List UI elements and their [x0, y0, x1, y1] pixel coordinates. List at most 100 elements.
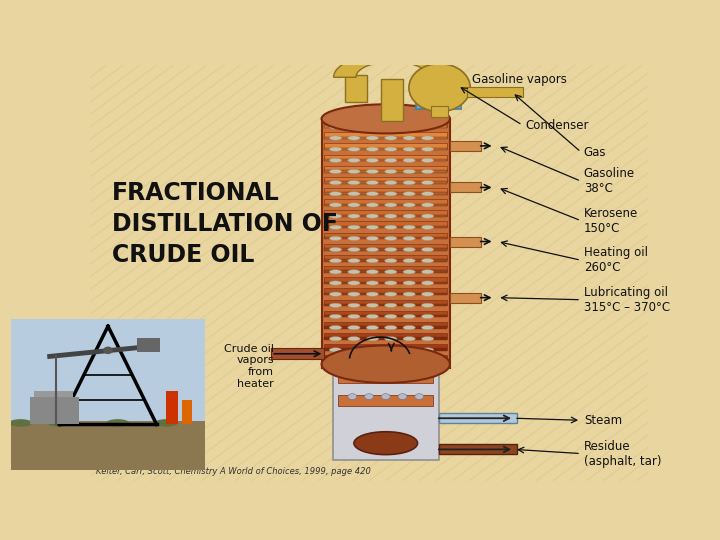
Bar: [30, 397, 79, 424]
Ellipse shape: [366, 192, 379, 196]
Ellipse shape: [329, 192, 342, 196]
Text: Crude oil
vapors
from
heater: Crude oil vapors from heater: [224, 344, 274, 389]
Text: Condenser: Condenser: [526, 119, 589, 132]
Ellipse shape: [354, 432, 418, 455]
Bar: [324, 322, 447, 327]
Ellipse shape: [403, 269, 415, 274]
Ellipse shape: [348, 136, 360, 140]
Ellipse shape: [421, 303, 433, 307]
Ellipse shape: [366, 314, 379, 319]
Bar: [431, 106, 448, 117]
Ellipse shape: [348, 269, 360, 274]
Ellipse shape: [366, 125, 379, 129]
Ellipse shape: [384, 136, 397, 140]
Bar: [324, 310, 447, 316]
Ellipse shape: [421, 292, 433, 296]
Ellipse shape: [384, 259, 397, 263]
Ellipse shape: [364, 371, 374, 377]
Ellipse shape: [403, 158, 415, 163]
Ellipse shape: [348, 147, 360, 151]
Ellipse shape: [329, 147, 342, 151]
Ellipse shape: [403, 326, 415, 330]
Ellipse shape: [348, 359, 360, 363]
Text: Kerosene
150°C: Kerosene 150°C: [584, 207, 638, 235]
Ellipse shape: [329, 326, 342, 330]
Bar: [438, 444, 517, 454]
Bar: [324, 277, 447, 283]
Ellipse shape: [421, 314, 433, 319]
Ellipse shape: [348, 192, 360, 196]
Bar: [324, 154, 447, 160]
Bar: [338, 373, 433, 383]
Bar: [324, 355, 447, 361]
Bar: [324, 315, 447, 318]
Ellipse shape: [421, 348, 433, 352]
Bar: [450, 237, 481, 246]
Bar: [324, 159, 447, 161]
Ellipse shape: [403, 281, 415, 285]
Ellipse shape: [421, 359, 433, 363]
Ellipse shape: [106, 419, 130, 427]
Bar: [324, 144, 447, 149]
Ellipse shape: [384, 281, 397, 285]
Ellipse shape: [382, 348, 390, 354]
Ellipse shape: [348, 371, 356, 377]
Ellipse shape: [348, 214, 360, 218]
Bar: [324, 338, 447, 340]
Ellipse shape: [348, 348, 360, 352]
Ellipse shape: [348, 203, 360, 207]
Ellipse shape: [403, 225, 415, 229]
Text: Lubricating oil
315°C – 370°C: Lubricating oil 315°C – 370°C: [584, 286, 670, 314]
Ellipse shape: [329, 259, 342, 263]
Ellipse shape: [415, 348, 423, 354]
Ellipse shape: [329, 247, 342, 252]
Ellipse shape: [403, 247, 415, 252]
Ellipse shape: [366, 348, 379, 352]
Ellipse shape: [329, 269, 342, 274]
Bar: [416, 74, 461, 110]
Ellipse shape: [366, 269, 379, 274]
Bar: [338, 349, 433, 360]
Ellipse shape: [329, 281, 342, 285]
Ellipse shape: [366, 336, 379, 341]
Ellipse shape: [403, 359, 415, 363]
Bar: [450, 293, 481, 302]
Ellipse shape: [421, 214, 433, 218]
Ellipse shape: [322, 104, 450, 133]
Ellipse shape: [366, 259, 379, 263]
Ellipse shape: [398, 394, 407, 400]
Bar: [324, 204, 447, 206]
Ellipse shape: [384, 336, 397, 341]
Ellipse shape: [384, 192, 397, 196]
Ellipse shape: [421, 180, 433, 185]
Bar: [324, 266, 447, 272]
Ellipse shape: [384, 247, 397, 252]
Bar: [428, 44, 451, 79]
Ellipse shape: [421, 192, 433, 196]
Ellipse shape: [384, 314, 397, 319]
Ellipse shape: [329, 125, 342, 129]
Bar: [324, 233, 447, 238]
Ellipse shape: [329, 180, 342, 185]
Text: Kelter, Carr, Scott, Chemistry A World of Choices, 1999, page 420: Kelter, Carr, Scott, Chemistry A World o…: [96, 467, 371, 476]
Bar: [324, 121, 447, 127]
Ellipse shape: [329, 314, 342, 319]
Ellipse shape: [348, 247, 360, 252]
Ellipse shape: [421, 147, 433, 151]
Ellipse shape: [329, 203, 342, 207]
Ellipse shape: [382, 371, 390, 377]
Ellipse shape: [366, 170, 379, 173]
Ellipse shape: [382, 394, 390, 400]
Bar: [324, 210, 447, 216]
Ellipse shape: [384, 147, 397, 151]
Ellipse shape: [366, 292, 379, 296]
Ellipse shape: [403, 170, 415, 173]
Bar: [324, 326, 447, 329]
Bar: [324, 137, 447, 139]
Ellipse shape: [348, 303, 360, 307]
Text: Gas: Gas: [584, 146, 606, 159]
Bar: [324, 226, 447, 228]
Bar: [324, 333, 447, 339]
Text: Steam: Steam: [584, 414, 622, 427]
Bar: [333, 364, 438, 460]
